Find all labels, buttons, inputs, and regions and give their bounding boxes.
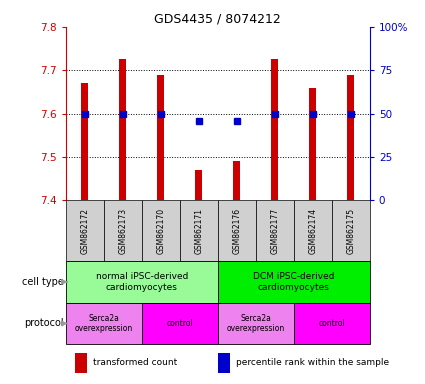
Bar — [157, 74, 164, 200]
Text: GSM862172: GSM862172 — [80, 208, 89, 254]
Bar — [119, 60, 126, 200]
Bar — [233, 161, 240, 200]
Bar — [347, 74, 354, 200]
Bar — [218, 261, 370, 303]
Bar — [75, 353, 87, 373]
Bar — [180, 200, 218, 261]
Text: GSM862174: GSM862174 — [308, 208, 317, 254]
Bar — [218, 200, 256, 261]
Text: percentile rank within the sample: percentile rank within the sample — [236, 358, 389, 367]
Bar — [142, 200, 180, 261]
Text: Serca2a
overexpression: Serca2a overexpression — [75, 314, 133, 333]
Text: GSM862173: GSM862173 — [118, 208, 127, 254]
Bar — [272, 60, 278, 200]
Bar — [142, 303, 218, 344]
Text: DCM iPSC-derived
cardiomyocytes: DCM iPSC-derived cardiomyocytes — [253, 272, 334, 291]
Text: GSM862171: GSM862171 — [194, 208, 203, 254]
Bar — [256, 200, 294, 261]
Text: control: control — [167, 319, 193, 328]
Bar — [66, 303, 142, 344]
Bar — [196, 170, 202, 200]
Bar — [218, 303, 294, 344]
Bar — [294, 303, 370, 344]
Text: GSM862175: GSM862175 — [346, 208, 355, 254]
Text: Serca2a
overexpression: Serca2a overexpression — [227, 314, 285, 333]
Text: protocol: protocol — [24, 318, 64, 328]
Text: GSM862177: GSM862177 — [270, 208, 279, 254]
Bar — [218, 353, 230, 373]
Text: transformed count: transformed count — [93, 358, 178, 367]
Bar — [66, 200, 104, 261]
Text: GSM862170: GSM862170 — [156, 208, 165, 254]
Title: GDS4435 / 8074212: GDS4435 / 8074212 — [154, 13, 281, 26]
Text: cell type: cell type — [22, 277, 64, 287]
Text: normal iPSC-derived
cardiomyocytes: normal iPSC-derived cardiomyocytes — [96, 272, 188, 291]
Text: GSM862176: GSM862176 — [232, 208, 241, 254]
Bar — [66, 261, 218, 303]
Bar — [82, 83, 88, 200]
Bar — [309, 88, 316, 200]
Bar — [104, 200, 142, 261]
Text: control: control — [318, 319, 345, 328]
Bar — [294, 200, 332, 261]
Bar — [332, 200, 370, 261]
